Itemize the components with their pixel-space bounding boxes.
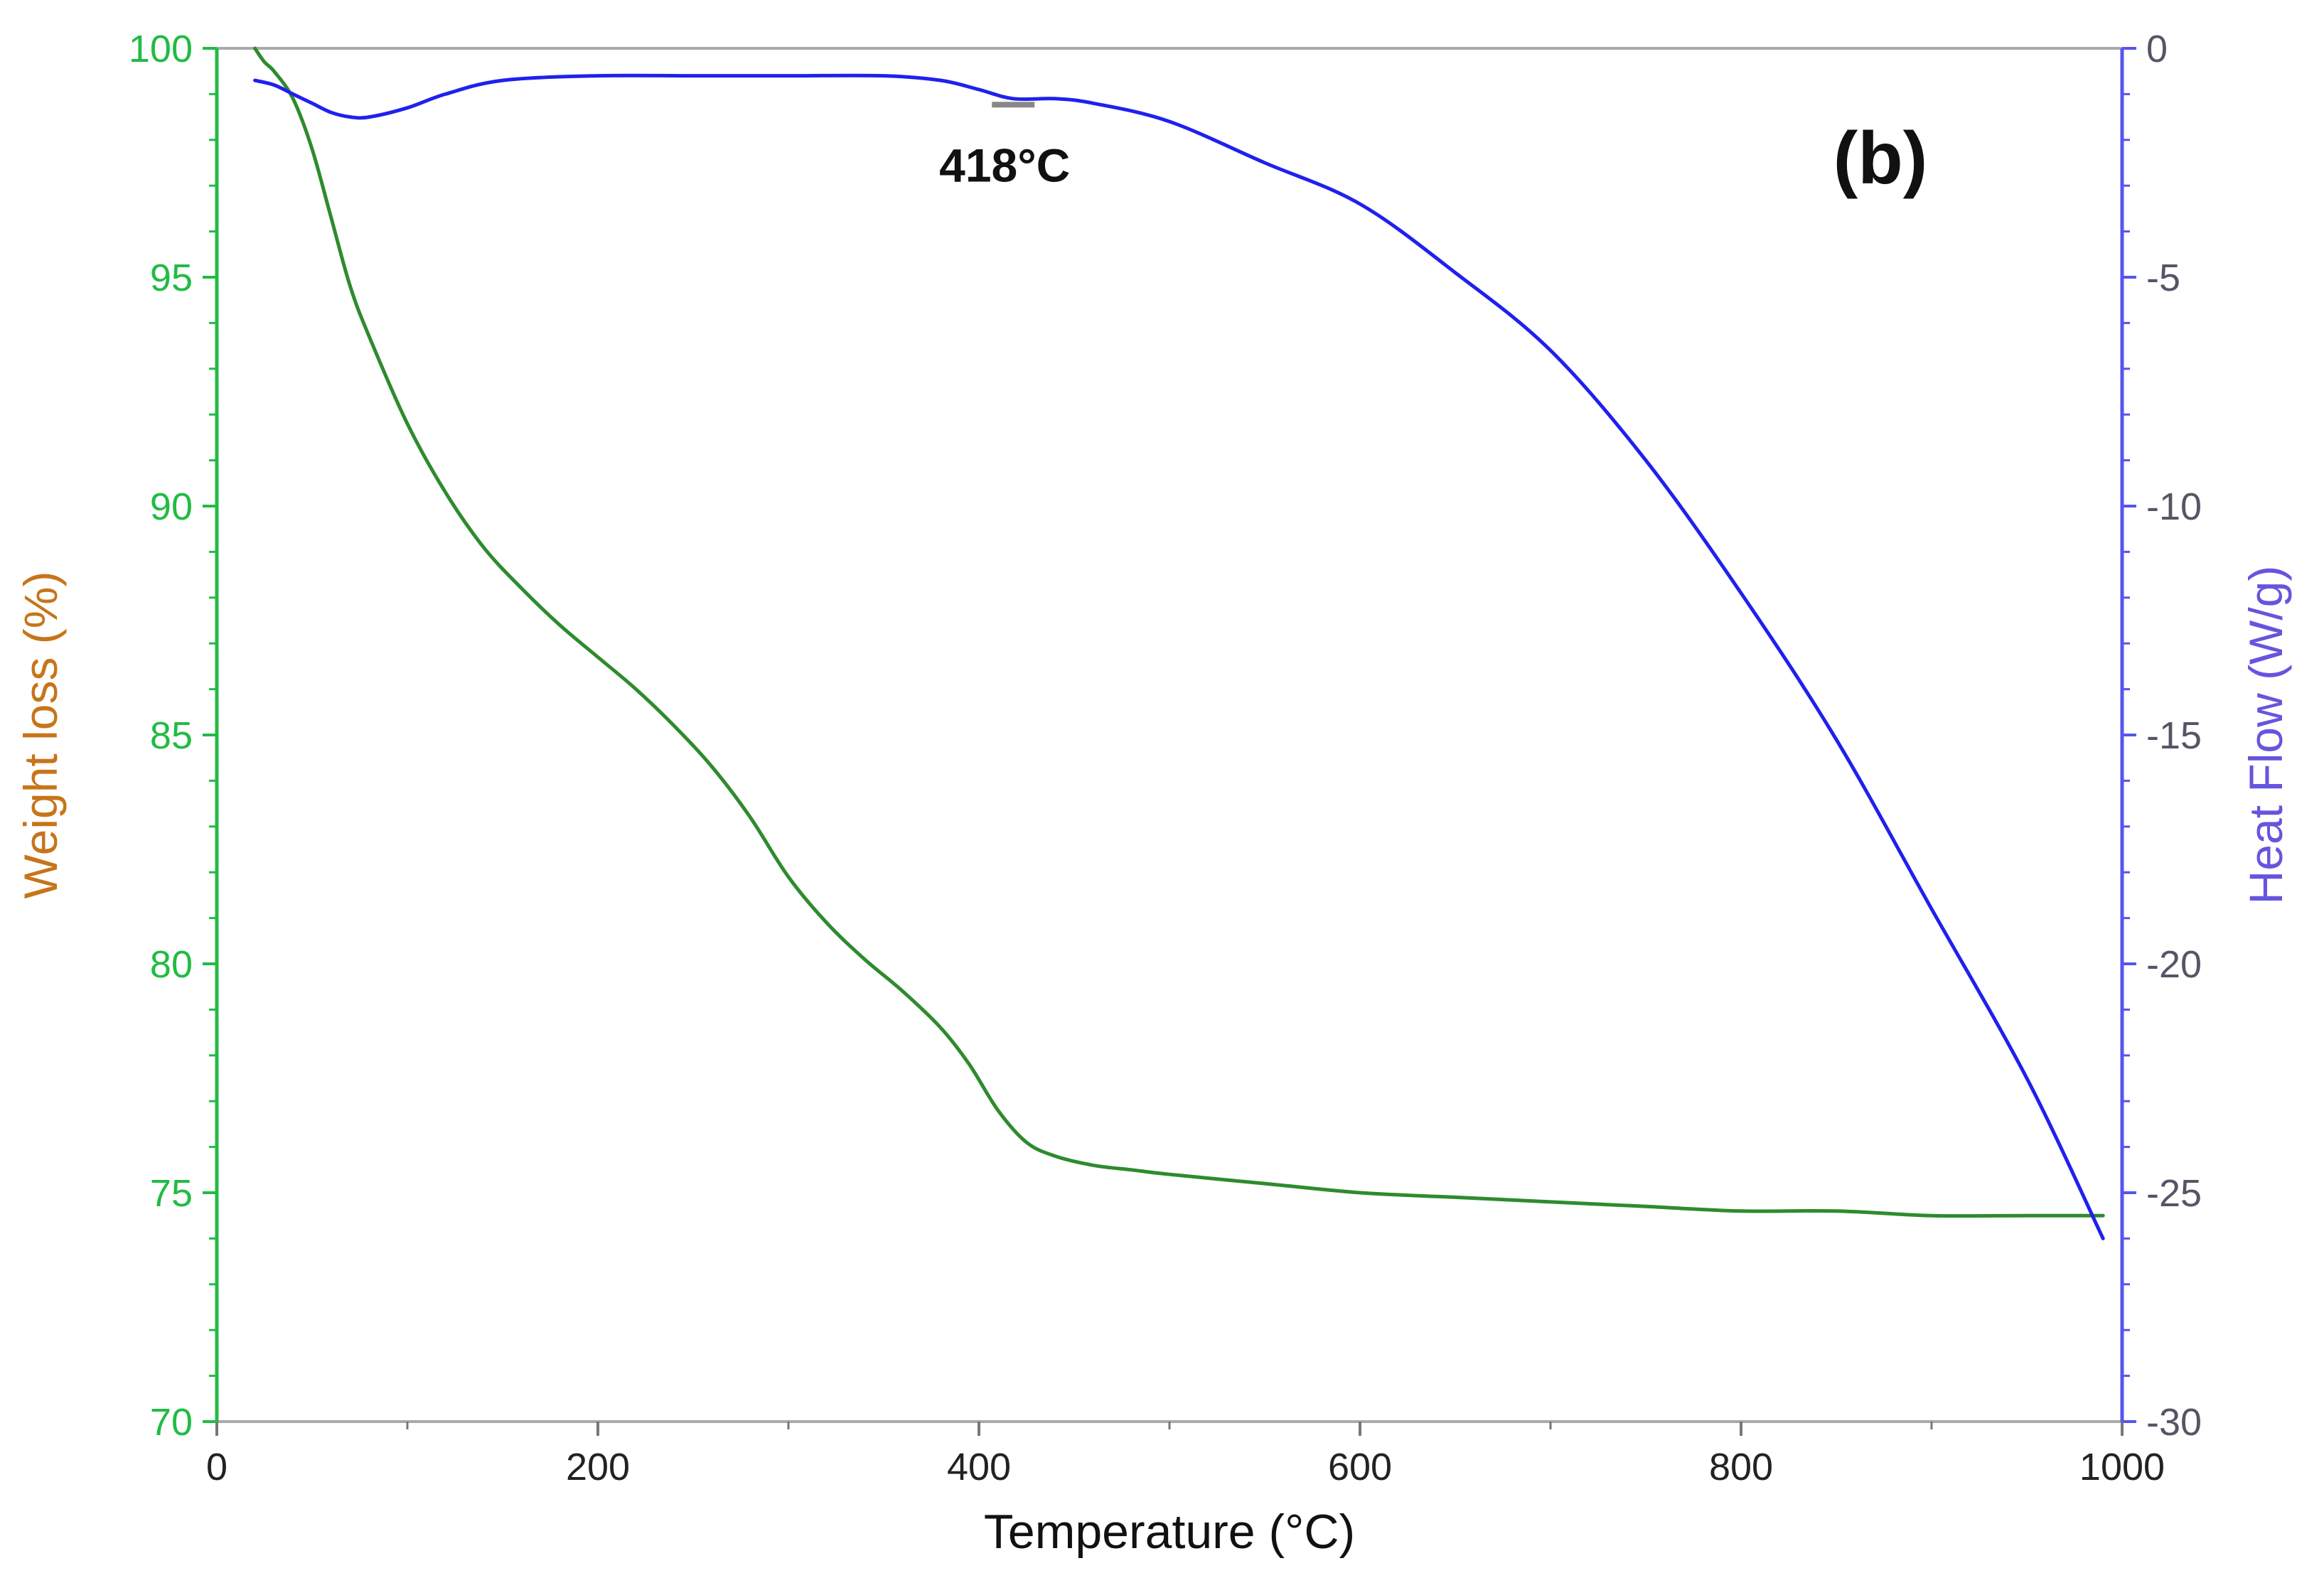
x-tick-label: 600 [1328, 1446, 1392, 1488]
x-axis-label: Temperature (°C) [984, 1505, 1355, 1559]
x-tick-label: 800 [1709, 1446, 1773, 1488]
y-axis-left-label: Weight loss (%) [14, 571, 67, 899]
plot-layer [253, 46, 2105, 1240]
labels-layer: Temperature (°C) Weight loss (%) Heat Fl… [14, 117, 2292, 1559]
panel-label: (b) [1833, 117, 1928, 200]
x-tick-label: 0 [206, 1446, 227, 1488]
y-right-tick-label: -30 [2146, 1401, 2202, 1444]
y-left-tick-label: 85 [150, 714, 193, 757]
x-tick-label: 1000 [2079, 1446, 2165, 1488]
y-right-tick-label: -25 [2146, 1172, 2202, 1215]
y-left-tick-label: 80 [150, 943, 193, 986]
y-left-tick-label: 100 [129, 28, 193, 70]
y-axis-right-label: Heat Flow (W/g) [2239, 566, 2292, 905]
y-right-tick-label: -20 [2146, 943, 2202, 986]
y-left-tick-label: 95 [150, 257, 193, 299]
axes-layer: 0 200 400 600 800 1000 70 75 80 85 90 95 100 -30 -25 -2… [129, 28, 2202, 1488]
x-tick-label: 200 [566, 1446, 630, 1488]
y-left-tick-label: 90 [150, 485, 193, 528]
y-left-tick-label: 75 [150, 1172, 193, 1215]
y-right-tick-label: -10 [2146, 485, 2202, 528]
y-left-tick-label: 70 [150, 1401, 193, 1444]
y-right-tick-label: -15 [2146, 714, 2202, 757]
peak-annotation: 418°C [939, 139, 1070, 191]
weight-loss-line [253, 46, 2105, 1218]
y-right-tick-label: 0 [2146, 28, 2168, 70]
heat-flow-line [253, 73, 2105, 1240]
y-right-tick-label: -5 [2146, 257, 2180, 299]
x-tick-label: 400 [947, 1446, 1011, 1488]
